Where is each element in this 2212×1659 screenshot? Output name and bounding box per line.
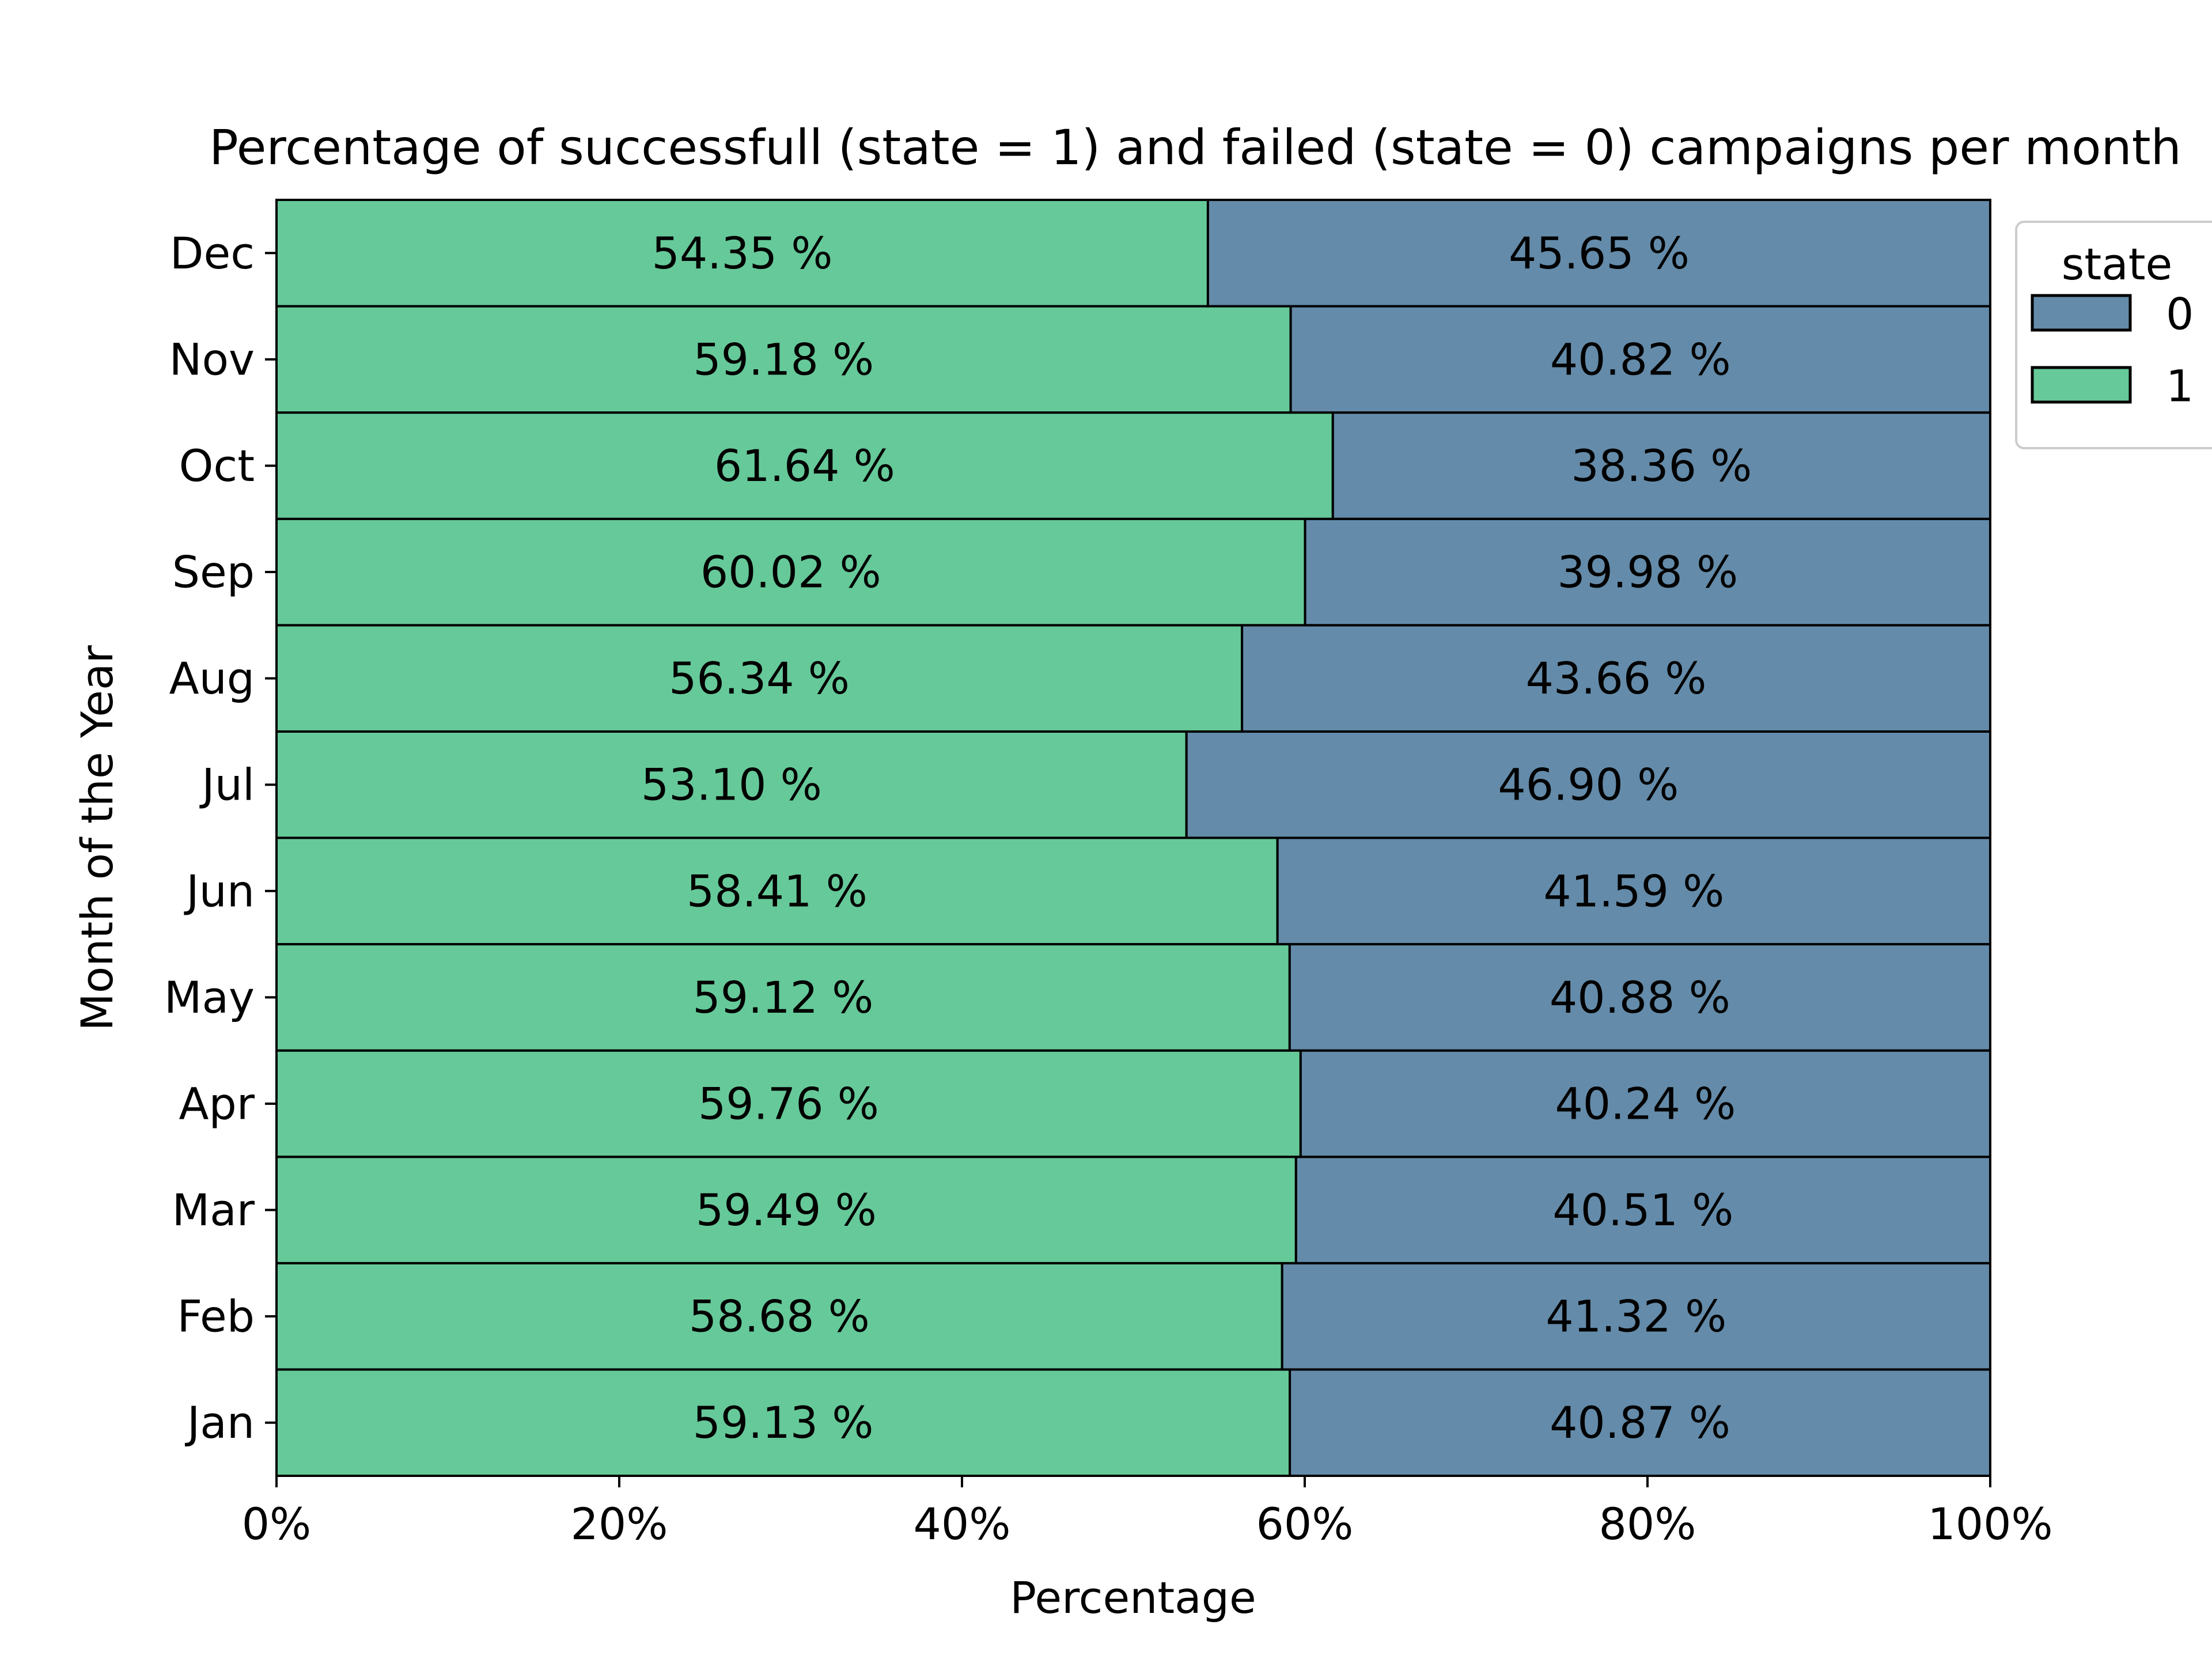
data-label-may-state-0: 40.88 % — [1550, 972, 1730, 1023]
data-label-may-state-1: 59.12 % — [692, 972, 873, 1023]
x-tick-label: 0% — [242, 1498, 312, 1550]
legend-label-state-1: 1 — [2166, 361, 2194, 412]
y-tick-label-feb: Feb — [177, 1291, 255, 1342]
y-tick-label-dec: Dec — [170, 228, 255, 279]
bar-oct-state-1 — [275, 411, 1334, 520]
bar-sep-state-0 — [1304, 517, 1991, 627]
legend-label-state-0: 0 — [2166, 289, 2194, 340]
bar-apr-state-1 — [275, 1049, 1302, 1158]
bar-mar-state-1 — [275, 1156, 1297, 1264]
chart-title: Percentage of successfull (state = 1) an… — [209, 119, 2181, 176]
data-label-jul-state-0: 46.90 % — [1498, 759, 1679, 810]
x-tick-label: 100% — [1927, 1498, 2052, 1550]
y-axis: Jan Feb Mar Apr May Jun Jul Aug Sep Oct Nov Dec — [164, 228, 276, 1448]
y-tick-label-aug: Aug — [169, 653, 255, 704]
data-label-mar-state-0: 40.51 % — [1552, 1184, 1733, 1236]
data-label-sep-state-1: 60.02 % — [700, 547, 881, 598]
data-label-nov-state-0: 40.82 % — [1550, 334, 1731, 385]
x-axis-label: Percentage — [1010, 1572, 1256, 1623]
bar-sep-state-1 — [275, 517, 1306, 627]
y-tick-label-may: May — [164, 972, 255, 1023]
y-axis-label: Month of the Year — [71, 645, 123, 1031]
bar-nov-state-1 — [275, 305, 1292, 414]
x-tick-label: 60% — [1256, 1498, 1354, 1550]
bar-oct-state-0 — [1331, 411, 1991, 520]
x-tick-label: 80% — [1599, 1498, 1696, 1550]
y-tick-label-jul: Jul — [199, 759, 255, 810]
y-tick-label-jun: Jun — [184, 865, 255, 916]
legend-title: state — [2062, 238, 2173, 290]
data-label-apr-state-1: 59.76 % — [698, 1078, 879, 1129]
data-label-jun-state-1: 58.41 % — [687, 865, 868, 916]
data-label-nov-state-1: 59.18 % — [693, 334, 874, 385]
data-label-oct-state-1: 61.64 % — [714, 440, 895, 491]
data-label-jan-state-1: 59.13 % — [693, 1397, 874, 1448]
data-label-apr-state-0: 40.24 % — [1555, 1078, 1736, 1129]
bar-dec-state-1 — [275, 199, 1209, 308]
bars-layer — [275, 199, 1992, 1478]
bar-aug-state-0 — [1241, 624, 1991, 733]
bar-jul-state-1 — [275, 730, 1188, 839]
bar-mar-state-0 — [1294, 1156, 1991, 1264]
data-label-dec-state-0: 45.65 % — [1509, 228, 1690, 279]
y-tick-label-oct: Oct — [179, 440, 255, 491]
data-label-aug-state-1: 56.34 % — [669, 653, 850, 704]
y-tick-label-jan: Jan — [185, 1397, 255, 1448]
legend: state 01 — [2015, 221, 2212, 449]
data-label-jan-state-0: 40.87 % — [1550, 1397, 1730, 1448]
y-tick-label-mar: Mar — [172, 1184, 255, 1236]
y-tick-label-apr: Apr — [179, 1078, 255, 1129]
bar-jun-state-0 — [1276, 836, 1991, 946]
bar-may-state-0 — [1288, 943, 1992, 1052]
data-label-feb-state-1: 58.68 % — [689, 1291, 870, 1342]
data-label-jul-state-1: 53.10 % — [641, 759, 822, 810]
data-label-jun-state-0: 41.59 % — [1543, 865, 1724, 916]
x-tick-label: 20% — [571, 1498, 668, 1550]
bar-jan-state-0 — [1289, 1368, 1991, 1478]
legend-swatch-state-0 — [2031, 294, 2132, 332]
data-label-dec-state-1: 54.35 % — [652, 228, 832, 279]
y-tick-label-sep: Sep — [172, 547, 255, 598]
data-label-aug-state-0: 43.66 % — [1526, 653, 1707, 704]
data-label-feb-state-0: 41.32 % — [1546, 1291, 1726, 1342]
x-tick-label: 40% — [914, 1498, 1011, 1550]
data-labels-layer: 59.13 % 40.87 % 58.68 % 41.32 % 59.49 % 40.51… — [641, 228, 1752, 1448]
x-axis: 0% 20% 40% 60% 80% 100% — [242, 1476, 2053, 1550]
data-label-oct-state-0: 38.36 % — [1571, 440, 1752, 491]
legend-swatch-state-1 — [2031, 366, 2132, 404]
legend-entries: 01 — [2031, 289, 2194, 412]
bar-feb-state-0 — [1281, 1262, 1991, 1371]
bar-apr-state-0 — [1299, 1049, 1992, 1158]
data-label-mar-state-1: 59.49 % — [696, 1184, 877, 1236]
bar-jan-state-1 — [275, 1368, 1291, 1478]
data-label-sep-state-0: 39.98 % — [1557, 547, 1738, 598]
y-tick-label-nov: Nov — [169, 334, 255, 385]
plot-frame — [275, 199, 1991, 1477]
